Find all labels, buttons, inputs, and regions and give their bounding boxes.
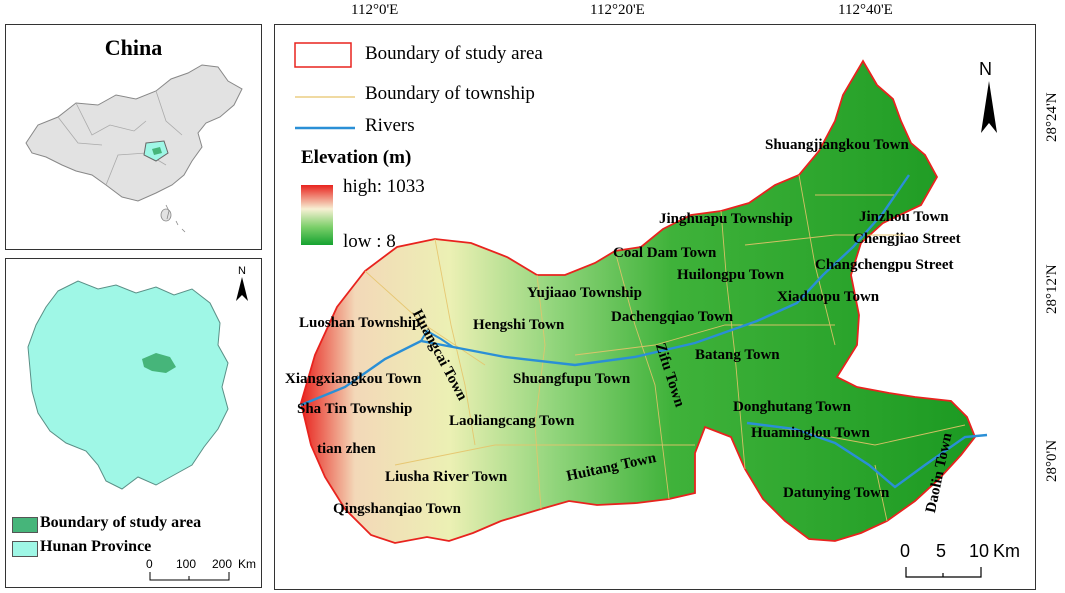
main-scale-tick-2: 10 [969, 541, 990, 561]
town-label-tian-zhen: tian zhen [317, 441, 376, 457]
china-outline [25, 64, 243, 233]
elevation-map [294, 42, 997, 578]
town-label-xiangxiangkou: Xiangxiangkou Town [285, 371, 422, 387]
study-area-boundary [300, 59, 977, 544]
town-label-jinghuapu: Jinghuapu Township [659, 211, 793, 227]
coord-right-2: 28°0'N [1044, 439, 1060, 482]
hunan-scale-bar: 0 100 200 Km [146, 557, 266, 587]
north-arrow-icon [981, 81, 997, 133]
main-scale-line [905, 567, 982, 578]
legend-elevation-ramp [301, 185, 333, 245]
coord-top-1: 112°20'E [590, 2, 645, 18]
legend-label-township: Boundary of township [365, 83, 535, 104]
china-inset-title: China [104, 35, 163, 60]
main-scale-unit: Km [993, 541, 1020, 561]
main-scale-tick-0: 0 [900, 541, 911, 561]
coord-right-0: 28°24'N [1044, 92, 1060, 142]
town-label-datunying: Datunying Town [783, 485, 890, 501]
legend-label-study-area: Boundary of study area [365, 43, 543, 64]
hunan-scale-line [149, 572, 230, 581]
north-label: N [238, 265, 246, 277]
hunan-legend-label-1: Hunan Province [40, 538, 152, 555]
town-label-hengshi: Hengshi Town [473, 317, 565, 333]
legend-elevation-title: Elevation (m) [301, 147, 412, 168]
hunan-legend-swatch-0 [12, 517, 38, 533]
town-label-laoliangcang: Laoliangcang Town [449, 413, 575, 429]
main-map: Boundary of study area Boundary of towns… [274, 24, 1036, 590]
town-label-luoshan: Luoshan Township [299, 315, 421, 331]
town-label-coal-dam: Coal Dam Town [613, 245, 717, 261]
legend-swatch-study-area [294, 42, 352, 68]
town-label-dachengqiao: Dachengqiao Town [611, 309, 734, 325]
town-label-huilongpu: Huilongpu Town [677, 267, 785, 283]
hunan-scale-tick-0: 0 [146, 557, 153, 571]
china-inset-map: China [5, 24, 262, 250]
coord-right-1: 28°12'N [1044, 264, 1060, 314]
town-label-shuangfupu: Shuangfupu Town [513, 371, 631, 387]
north-label: N [979, 59, 992, 79]
main-scale-tick-1: 5 [936, 541, 947, 561]
hunan-scale-tick-2: 200 [212, 557, 233, 571]
legend-elevation-high: high: 1033 [343, 176, 425, 197]
coord-top-2: 112°40'E [838, 2, 893, 18]
river-main [300, 174, 910, 407]
hunan-scale-tick-1: 100 [176, 557, 197, 571]
legend-label-rivers: Rivers [365, 115, 415, 136]
hunan-scale-unit: Km [238, 557, 256, 571]
river-east [746, 421, 988, 489]
hunan-inset-map: N Boundary of study area Hunan Province … [5, 258, 262, 588]
town-label-changchengpu: Changchengpu Street [815, 257, 954, 273]
hunan-legend-label-0: Boundary of study area [40, 514, 202, 531]
town-label-chengjiao: Chengjiao Street [853, 231, 961, 247]
north-arrow-icon [236, 277, 248, 301]
legend-elevation-low: low : 8 [343, 231, 396, 252]
town-label-yujiaao: Yujiaao Township [527, 285, 642, 301]
town-label-donghutang: Donghutang Town [733, 399, 851, 415]
hunan-north-arrow: N [232, 265, 252, 308]
hunan-legend-swatch-1 [12, 541, 38, 557]
town-label-huaminglou: Huaminglou Town [751, 425, 870, 441]
river-branch [420, 329, 454, 348]
town-label-batang: Batang Town [695, 347, 780, 363]
coord-top-0: 112°0'E [351, 2, 399, 18]
town-label-liusha-river: Liusha River Town [385, 469, 508, 485]
hunan-outline [27, 280, 229, 490]
town-label-shuangjiangkou: Shuangjiangkou Town [765, 137, 909, 153]
town-label-qingshanqiao: Qingshanqiao Town [333, 501, 461, 517]
town-label-sha-tin: Sha Tin Township [297, 401, 413, 417]
town-label-xiaduopu: Xiaduopu Town [777, 289, 880, 305]
town-label-jinzhou: Jinzhou Town [859, 209, 949, 225]
